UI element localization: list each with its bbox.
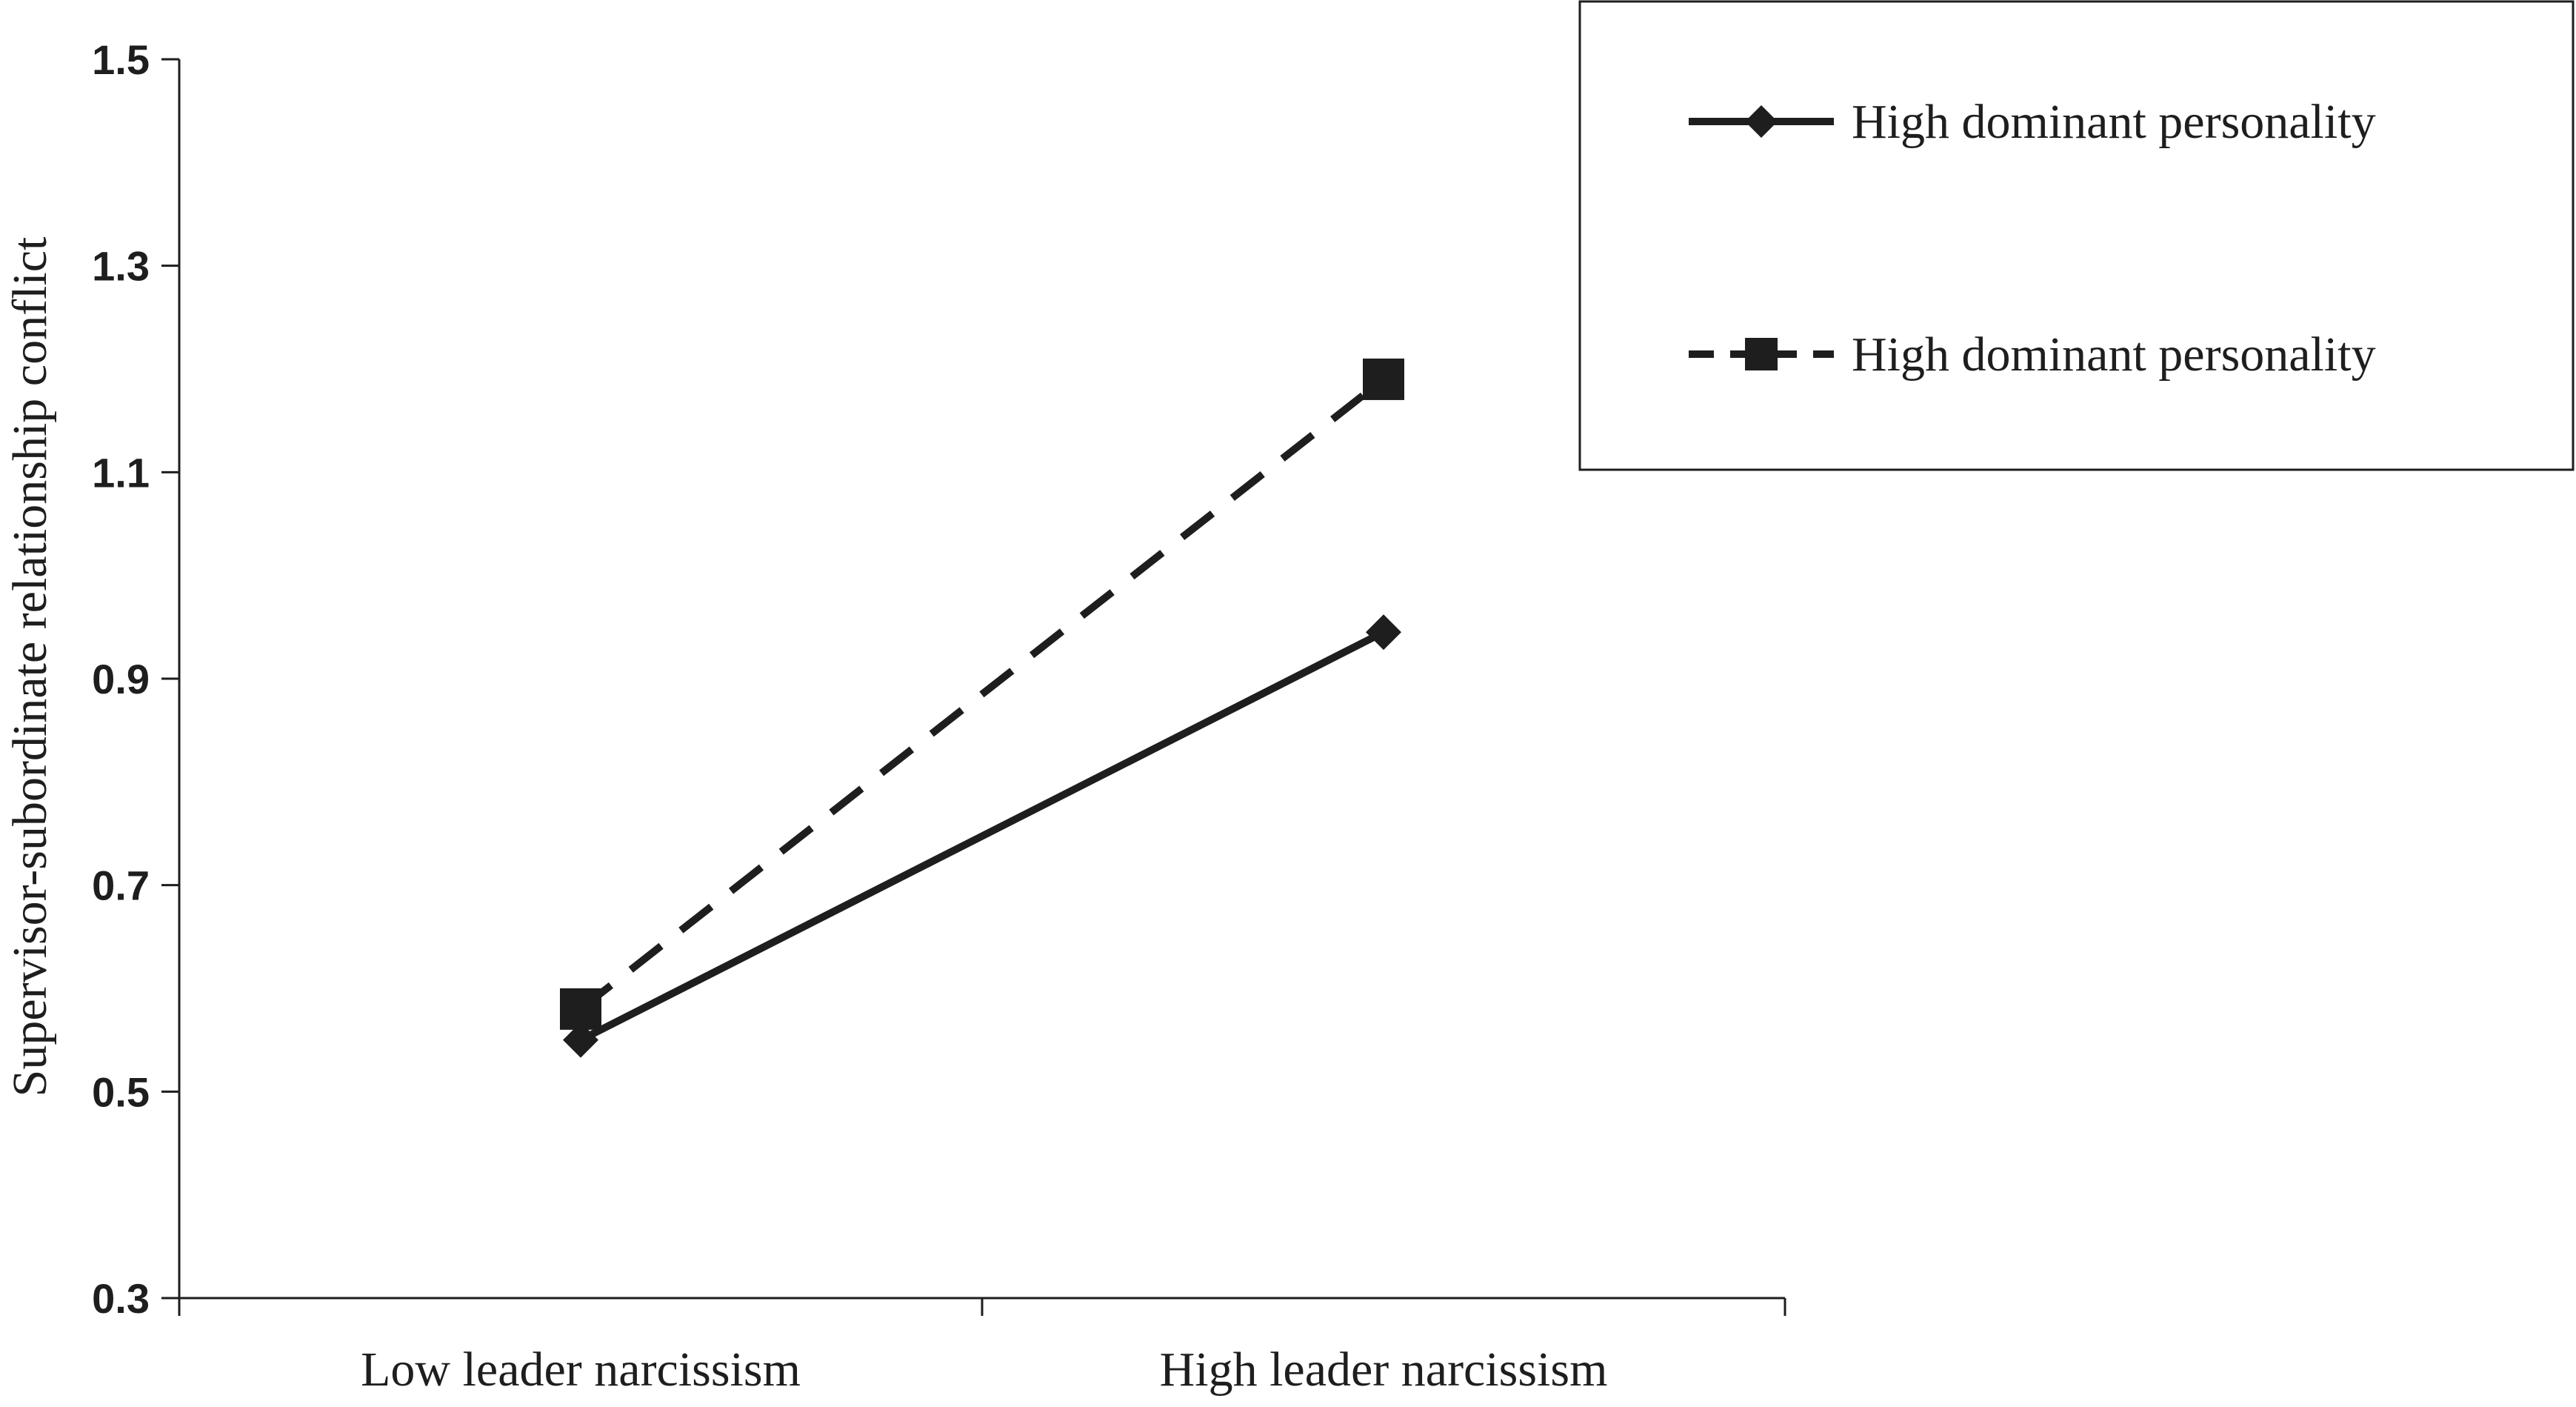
- x-category-label: High leader narcissism: [1160, 1343, 1608, 1397]
- series-2-point: [560, 988, 601, 1030]
- series-2-point: [1363, 358, 1404, 400]
- x-category-label: Low leader narcissism: [361, 1343, 801, 1397]
- series-2-line: [578, 376, 1387, 1012]
- legend-marker-swatch: [1745, 338, 1778, 370]
- y-tick-label: 0.5: [92, 1068, 150, 1115]
- legend-box: [1578, 0, 2575, 471]
- series-1-line: [578, 628, 1386, 1044]
- series-1-point: [1366, 614, 1401, 651]
- y-tick-label: 0.9: [92, 656, 150, 702]
- legend-item: High dominant personality: [1689, 95, 2376, 149]
- y-axis-ticks: 0.3 0.5 0.7 0.9 1.1 1.3 1.5: [92, 36, 179, 1322]
- x-axis-ticks: [178, 1298, 1786, 1316]
- series-1-point: [563, 1022, 598, 1058]
- y-axis-title: Supervisor-subordinate relationship conf…: [3, 237, 57, 1097]
- y-tick-label: 1.5: [92, 36, 150, 83]
- series-1: [563, 614, 1401, 1058]
- legend-label: High dominant personality: [1852, 327, 2376, 382]
- legend-item: High dominant personality: [1689, 327, 2376, 382]
- series-layer: [560, 358, 1404, 1058]
- y-tick-label: 0.3: [92, 1275, 150, 1322]
- legend-marker-swatch: [1745, 105, 1778, 138]
- y-tick-label: 0.7: [92, 862, 150, 909]
- x-axis-category-labels: Low leader narcissism High leader narciss…: [361, 1343, 1607, 1397]
- legend-label: High dominant personality: [1852, 95, 2376, 149]
- y-tick-label: 1.3: [92, 243, 150, 290]
- y-tick-label: 1.1: [92, 449, 150, 496]
- series-2: [560, 358, 1404, 1030]
- legend: High dominant personality High dominant p…: [1578, 0, 2575, 471]
